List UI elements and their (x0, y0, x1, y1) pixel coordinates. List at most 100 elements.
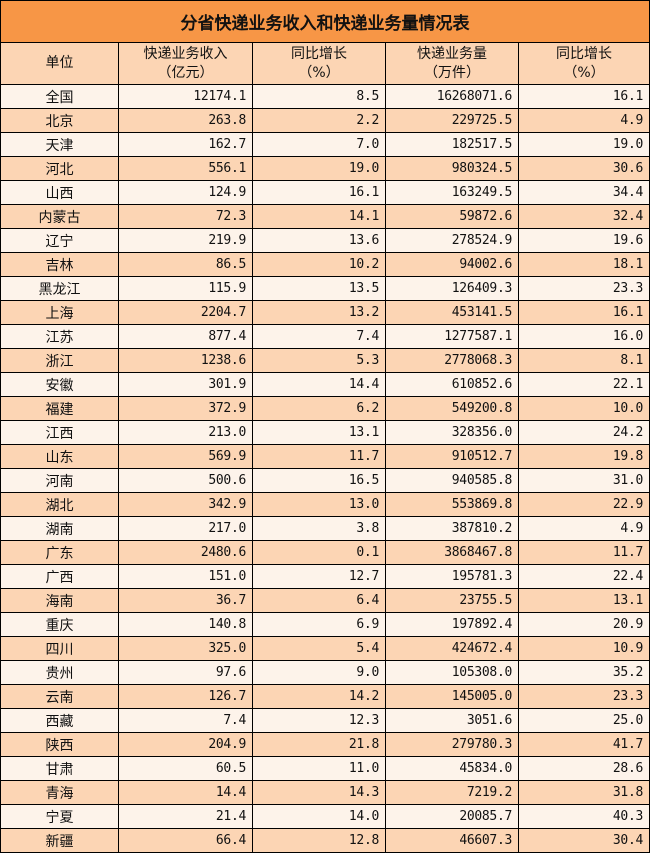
cell-unit: 贵州 (0, 660, 119, 685)
cell-unit: 浙江 (0, 348, 119, 373)
cell-unit: 江西 (0, 420, 119, 445)
cell-revenue: 342.9 (118, 492, 253, 517)
table-row: 浙江 1238.6 5.3 2778068.3 8.1 (0, 348, 650, 373)
cell-revenue: 14.4 (118, 780, 253, 805)
cell-revenue-growth: 21.8 (252, 732, 386, 757)
cell-volume: 3868467.8 (385, 540, 519, 565)
cell-volume: 328356.0 (385, 420, 519, 445)
table-row: 贵州 97.6 9.0 105308.0 35.2 (0, 660, 650, 685)
table-row: 广西 151.0 12.7 195781.3 22.4 (0, 564, 650, 589)
cell-unit: 青海 (0, 780, 119, 805)
cell-unit: 重庆 (0, 612, 119, 637)
cell-volume: 197892.4 (385, 612, 519, 637)
table-row: 江西 213.0 13.1 328356.0 24.2 (0, 420, 650, 445)
cell-revenue: 213.0 (118, 420, 253, 445)
cell-revenue: 36.7 (118, 588, 253, 613)
header-volume: 快递业务量 （万件） (385, 42, 519, 85)
cell-unit: 全国 (0, 84, 119, 109)
cell-volume: 980324.5 (385, 156, 519, 181)
cell-volume-growth: 11.7 (518, 540, 650, 565)
table-row: 四川 325.0 5.4 424672.4 10.9 (0, 636, 650, 661)
cell-revenue: 97.6 (118, 660, 253, 685)
cell-unit: 山东 (0, 444, 119, 469)
cell-volume-growth: 31.0 (518, 468, 650, 493)
cell-volume-growth: 19.8 (518, 444, 650, 469)
table-row: 广东 2480.6 0.1 3868467.8 11.7 (0, 540, 650, 565)
cell-volume: 20085.7 (385, 804, 519, 829)
cell-volume-growth: 13.1 (518, 588, 650, 613)
cell-volume-growth: 31.8 (518, 780, 650, 805)
table-row: 黑龙江 115.9 13.5 126409.3 23.3 (0, 276, 650, 301)
cell-revenue: 325.0 (118, 636, 253, 661)
cell-volume: 182517.5 (385, 132, 519, 157)
cell-revenue: 556.1 (118, 156, 253, 181)
cell-revenue-growth: 8.5 (252, 84, 386, 109)
table-row: 重庆 140.8 6.9 197892.4 20.9 (0, 612, 650, 637)
cell-volume-growth: 16.0 (518, 324, 650, 349)
cell-volume-growth: 20.9 (518, 612, 650, 637)
cell-volume: 23755.5 (385, 588, 519, 613)
cell-revenue: 2480.6 (118, 540, 253, 565)
cell-revenue-growth: 0.1 (252, 540, 386, 565)
cell-volume-growth: 19.0 (518, 132, 650, 157)
cell-volume-growth: 18.1 (518, 252, 650, 277)
cell-revenue: 115.9 (118, 276, 253, 301)
cell-volume-growth: 10.9 (518, 636, 650, 661)
table-row: 云南 126.7 14.2 145005.0 23.3 (0, 684, 650, 709)
cell-volume: 610852.6 (385, 372, 519, 397)
table-row: 陕西 204.9 21.8 279780.3 41.7 (0, 732, 650, 757)
cell-revenue: 162.7 (118, 132, 253, 157)
cell-revenue-growth: 5.4 (252, 636, 386, 661)
cell-revenue-growth: 14.4 (252, 372, 386, 397)
cell-unit: 吉林 (0, 252, 119, 277)
cell-revenue: 21.4 (118, 804, 253, 829)
cell-revenue-growth: 7.0 (252, 132, 386, 157)
cell-volume: 910512.7 (385, 444, 519, 469)
cell-revenue-growth: 6.4 (252, 588, 386, 613)
cell-unit: 陕西 (0, 732, 119, 757)
cell-unit: 河南 (0, 468, 119, 493)
table-row: 上海 2204.7 13.2 453141.5 16.1 (0, 300, 650, 325)
cell-revenue-growth: 13.2 (252, 300, 386, 325)
cell-volume: 7219.2 (385, 780, 519, 805)
cell-volume-growth: 4.9 (518, 516, 650, 541)
cell-unit: 山西 (0, 180, 119, 205)
table-body: 全国 12174.1 8.5 16268071.6 16.1 北京 263.8 2.2 2297… (0, 84, 650, 853)
cell-volume-growth: 30.4 (518, 828, 650, 853)
cell-revenue: 1238.6 (118, 348, 253, 373)
cell-volume: 2778068.3 (385, 348, 519, 373)
cell-unit: 江苏 (0, 324, 119, 349)
cell-volume-growth: 22.1 (518, 372, 650, 397)
cell-revenue-growth: 14.1 (252, 204, 386, 229)
cell-unit: 湖北 (0, 492, 119, 517)
cell-volume: 46607.3 (385, 828, 519, 853)
table-row: 山东 569.9 11.7 910512.7 19.8 (0, 444, 650, 469)
cell-unit: 四川 (0, 636, 119, 661)
cell-revenue-growth: 14.0 (252, 804, 386, 829)
cell-unit: 西藏 (0, 708, 119, 733)
cell-volume-growth: 41.7 (518, 732, 650, 757)
cell-revenue-growth: 12.7 (252, 564, 386, 589)
cell-volume-growth: 8.1 (518, 348, 650, 373)
table-row: 河北 556.1 19.0 980324.5 30.6 (0, 156, 650, 181)
table-row: 内蒙古 72.3 14.1 59872.6 32.4 (0, 204, 650, 229)
cell-volume: 229725.5 (385, 108, 519, 133)
header-volume-growth: 同比增长 （%） (518, 42, 650, 85)
table-row: 新疆 66.4 12.8 46607.3 30.4 (0, 828, 650, 853)
table-row: 海南 36.7 6.4 23755.5 13.1 (0, 588, 650, 613)
table-title: 分省快递业务收入和快递业务量情况表 (0, 0, 650, 43)
cell-revenue: 7.4 (118, 708, 253, 733)
cell-volume-growth: 28.6 (518, 756, 650, 781)
cell-unit: 北京 (0, 108, 119, 133)
cell-unit: 海南 (0, 588, 119, 613)
table-row: 河南 500.6 16.5 940585.8 31.0 (0, 468, 650, 493)
table-row: 天津 162.7 7.0 182517.5 19.0 (0, 132, 650, 157)
cell-unit: 河北 (0, 156, 119, 181)
cell-revenue: 66.4 (118, 828, 253, 853)
cell-volume: 453141.5 (385, 300, 519, 325)
cell-revenue-growth: 11.0 (252, 756, 386, 781)
cell-volume-growth: 30.6 (518, 156, 650, 181)
cell-revenue: 86.5 (118, 252, 253, 277)
cell-revenue: 500.6 (118, 468, 253, 493)
cell-volume: 1277587.1 (385, 324, 519, 349)
